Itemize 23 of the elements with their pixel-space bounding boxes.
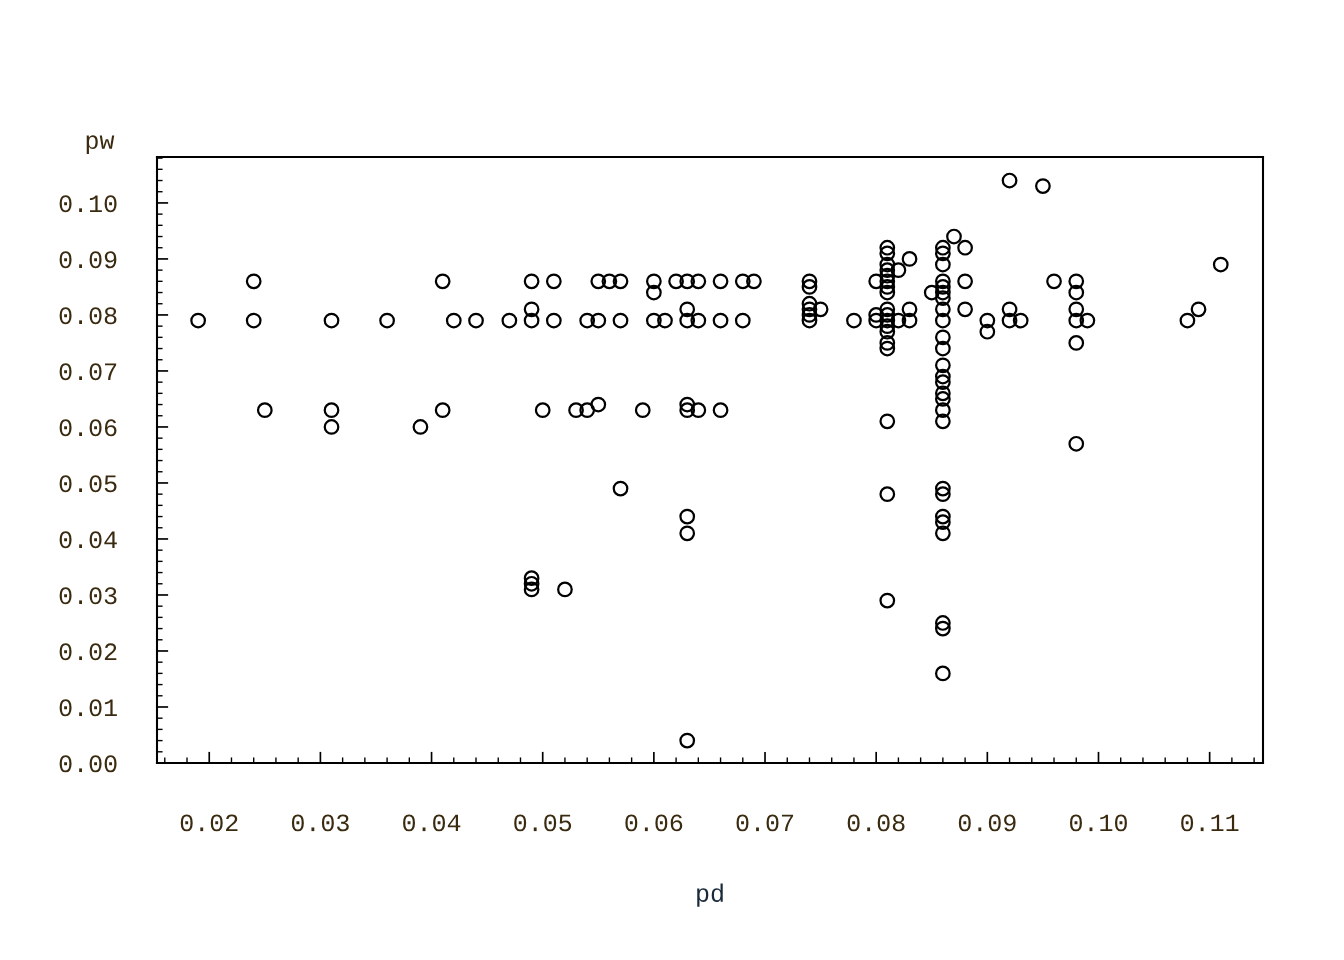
x-tick-label: 0.04 (403, 814, 461, 832)
y-tick-label: 0.07 (59, 363, 117, 381)
y-tick-label: 0.03 (59, 587, 117, 605)
y-tick-label: 0.01 (59, 699, 117, 717)
y-tick-label: 0.09 (59, 251, 117, 269)
y-tick-label: 0.05 (59, 475, 117, 493)
y-tick-label: 0.06 (59, 419, 117, 437)
y-axis-title: pw (86, 135, 115, 154)
x-tick-label: 0.08 (847, 814, 905, 832)
x-tick-label: 0.11 (1181, 814, 1239, 832)
y-tick-label: 0.04 (59, 531, 117, 549)
x-tick-label: 0.10 (1070, 814, 1127, 832)
x-axis-title: pd (697, 883, 723, 907)
x-tick-label: 0.09 (958, 814, 1016, 832)
y-tick-label: 0.02 (59, 643, 117, 661)
x-tick-label: 0.02 (180, 814, 238, 832)
y-tick-label: 0.08 (59, 307, 117, 325)
x-tick-label: 0.06 (625, 814, 683, 832)
x-tick-label: 0.05 (514, 814, 572, 832)
y-tick-label: 0.00 (59, 755, 117, 773)
x-tick-label: 0.07 (736, 814, 794, 832)
y-tick-label: 0.10 (59, 195, 117, 213)
x-tick-label: 0.03 (291, 814, 349, 832)
